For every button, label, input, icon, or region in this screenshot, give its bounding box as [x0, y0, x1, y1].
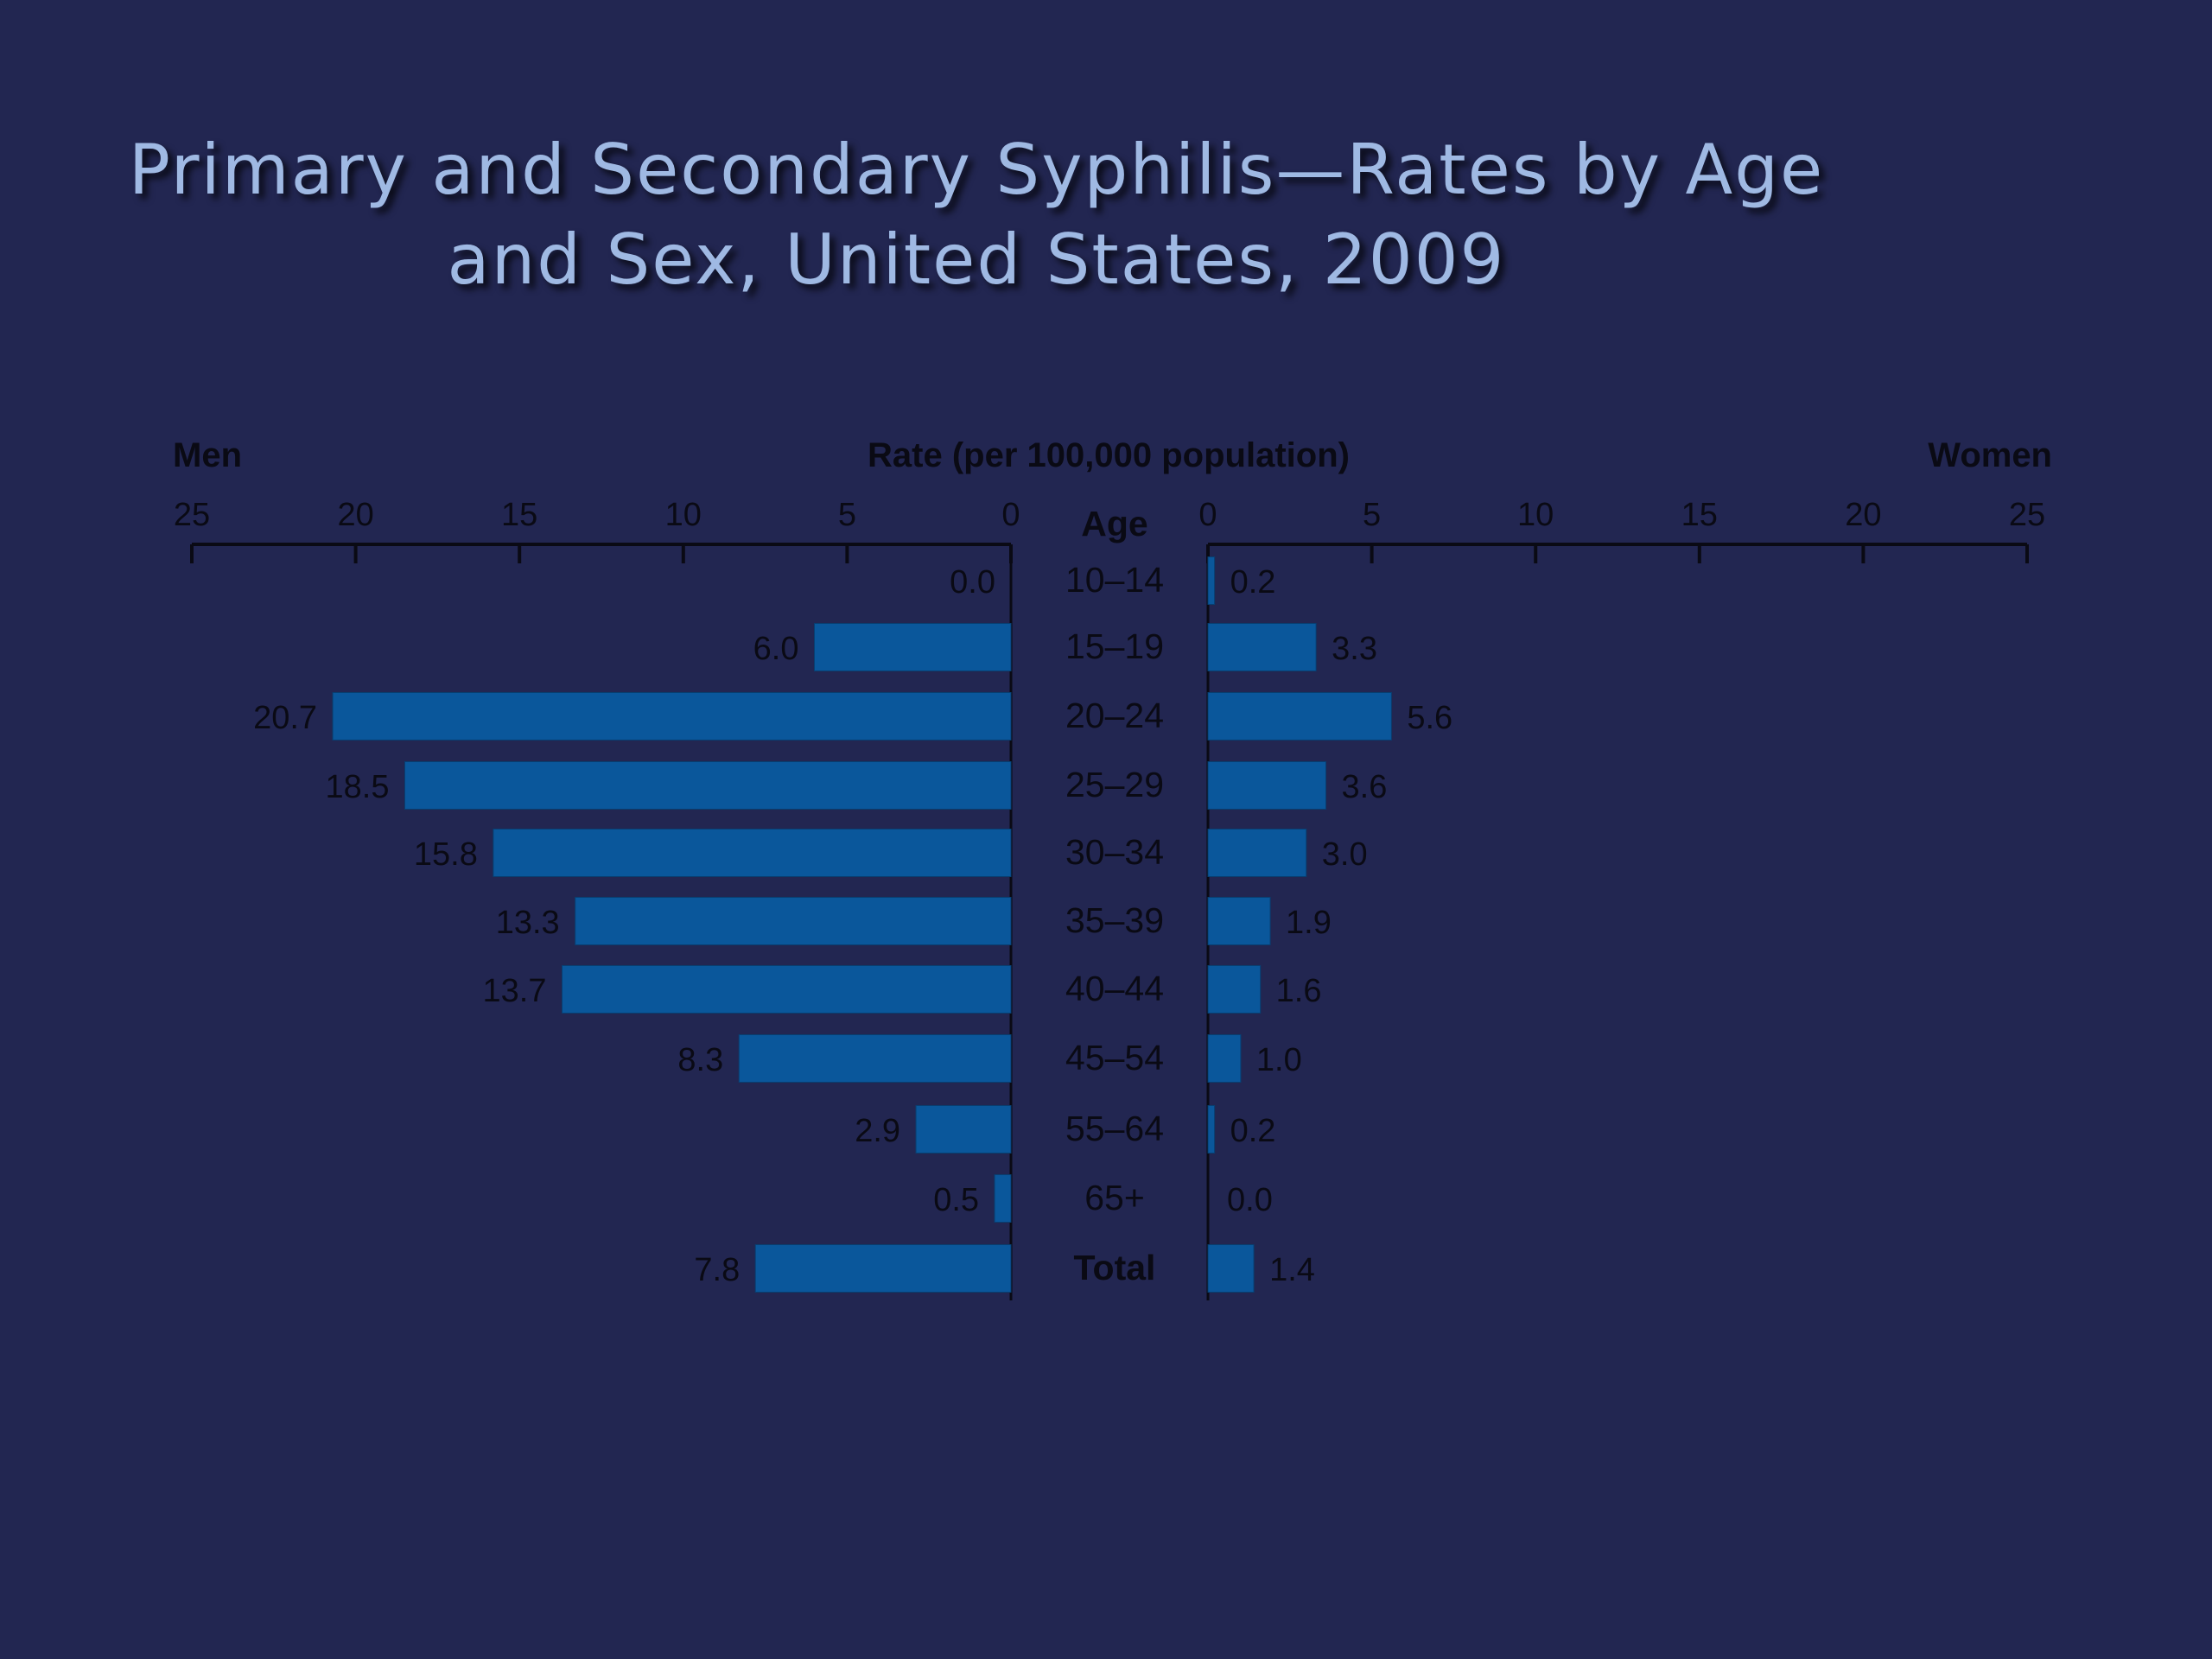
men-axis-label: Men [173, 436, 242, 474]
women-bar [1207, 1105, 1216, 1154]
men-value-label: 18.5 [326, 769, 390, 805]
women-bar [1207, 556, 1216, 605]
women-value-label: 3.0 [1322, 836, 1368, 873]
men-bar [404, 761, 1012, 810]
slide-title-line-1: Primary and Secondary Syphilis—Rates by … [128, 130, 1825, 210]
women-tick-label: 15 [1681, 497, 1718, 533]
men-bar [813, 623, 1012, 671]
women-bar [1207, 1244, 1255, 1293]
men-tick-label: 5 [838, 497, 856, 533]
women-bar [1207, 761, 1327, 810]
age-category-label: 35–39 [1065, 900, 1164, 940]
men-bar [575, 897, 1012, 945]
women-value-label: 3.6 [1342, 769, 1388, 805]
age-category-label: 30–34 [1065, 832, 1164, 872]
men-bar [493, 829, 1012, 877]
women-value-label: 0.2 [1230, 564, 1276, 601]
women-tick-label: 20 [1845, 497, 1881, 533]
men-bar [915, 1105, 1012, 1154]
age-category-label: 15–19 [1065, 626, 1164, 666]
men-value-label: 8.3 [677, 1042, 723, 1078]
women-bar [1207, 965, 1262, 1014]
women-value-label: 1.4 [1269, 1252, 1315, 1288]
men-value-label: 6.0 [753, 631, 799, 667]
men-value-label: 20.7 [253, 700, 317, 736]
men-tick-label: 10 [665, 497, 702, 533]
women-value-label: 0.2 [1230, 1113, 1276, 1149]
men-bar [754, 1244, 1012, 1293]
women-value-label: 1.0 [1256, 1042, 1302, 1078]
women-tick-label: 5 [1363, 497, 1381, 533]
women-bar [1207, 829, 1307, 877]
women-bar [1207, 897, 1271, 945]
age-category-label: Total [1074, 1248, 1156, 1287]
men-value-label: 0.0 [950, 564, 995, 601]
men-value-label: 13.3 [496, 905, 560, 941]
women-bar [1207, 623, 1317, 671]
age-category-label: 55–64 [1065, 1109, 1164, 1148]
men-value-label: 15.8 [414, 836, 478, 873]
men-tick-label: 25 [174, 497, 210, 533]
women-value-label: 0.0 [1227, 1182, 1273, 1218]
women-bar [1207, 1034, 1242, 1083]
men-bar [332, 692, 1012, 741]
age-category-label: 10–14 [1065, 560, 1164, 600]
age-category-label: 65+ [1084, 1178, 1145, 1217]
women-axis-label: Women [1928, 436, 2052, 474]
women-value-label: 1.6 [1276, 973, 1322, 1009]
women-value-label: 1.9 [1286, 905, 1332, 941]
men-value-label: 2.9 [855, 1113, 900, 1149]
women-bar [1207, 692, 1392, 741]
age-category-label: 40–44 [1065, 969, 1164, 1008]
men-bar [738, 1034, 1012, 1083]
men-tick-label: 15 [501, 497, 537, 533]
men-bar [994, 1174, 1012, 1223]
women-value-label: 3.3 [1332, 631, 1377, 667]
men-bar [561, 965, 1012, 1014]
slide-title: Primary and Secondary Syphilis—Rates by … [0, 125, 1953, 305]
men-value-label: 7.8 [694, 1252, 740, 1288]
men-value-label: 13.7 [483, 973, 547, 1009]
age-header: Age [1081, 504, 1147, 543]
women-tick-label: 0 [1198, 497, 1217, 533]
chart-title: Rate (per 100,000 population) [868, 436, 1350, 474]
women-tick-label: 10 [1517, 497, 1554, 533]
men-tick-label: 0 [1001, 497, 1020, 533]
men-value-label: 0.5 [933, 1182, 979, 1218]
women-tick-label: 25 [2009, 497, 2045, 533]
age-category-label: 20–24 [1065, 696, 1164, 735]
women-value-label: 5.6 [1407, 700, 1452, 736]
men-tick-label: 20 [337, 497, 373, 533]
age-category-label: 45–54 [1065, 1038, 1164, 1077]
age-category-label: 25–29 [1065, 765, 1164, 804]
slide-title-line-2: and Sex, United States, 2009 [447, 219, 1506, 300]
